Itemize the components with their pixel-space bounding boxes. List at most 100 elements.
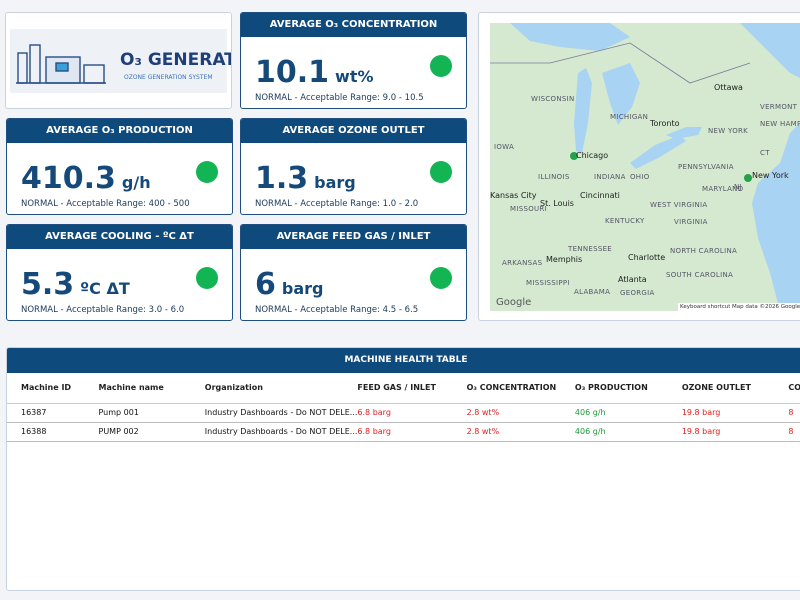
card-value: 10.1 wt% [255,55,374,90]
value: 6 [255,267,276,302]
map-label: ALABAMA [574,288,611,296]
lake-michigan [574,68,592,153]
card-title: AVERAGE COOLING - ºC ΔT [7,225,232,249]
table-cell: 8 [788,408,794,417]
map-label: INDIANA [594,173,626,181]
unit: wt% [335,67,374,86]
value: 10.1 [255,55,330,90]
map-label: VIRGINIA [674,218,708,226]
card-status: NORMAL - Acceptable Range: 400 - 500 [21,199,190,209]
column-header: Machine ID [21,383,72,393]
map-label: Ottawa [714,83,743,92]
status-dot [430,55,452,77]
lake-superior [510,23,630,51]
value: 1.3 [255,161,309,196]
card-value: 6 barg [255,267,323,302]
column-header: CO [788,383,800,393]
map-label: WEST VIRGINIA [650,201,708,209]
map-label: VERMONT [760,103,798,111]
map-label: PENNSYLVANIA [678,163,734,171]
table-row: 16388 PUMP 002 Industry Dashboards - Do NO… [7,422,800,441]
card-status: NORMAL - Acceptable Range: 4.5 - 6.5 [255,305,419,315]
column-header: Machine name [98,383,164,393]
map-art [490,23,800,311]
unit: ºC ΔT [80,279,130,298]
map-label: OHIO [630,173,650,181]
map-label: IOWA [494,143,515,151]
logo-panel: O₃ GENERATOR OZONE GENERATION SYSTEM [5,12,232,109]
table-panel: MACHINE HEALTH TABLE Machine ID Machine n… [6,347,800,591]
value: 410.3 [21,161,116,196]
table-cell: Pump 001 [98,408,139,417]
generator-icon [16,44,106,84]
card-title: AVERAGE O₃ PRODUCTION [7,119,232,143]
map-label: Kansas City [490,191,537,200]
card-status: NORMAL - Acceptable Range: 3.0 - 6.0 [21,305,185,315]
table-cell: 19.8 barg [681,427,721,436]
map-label: ILLINOIS [538,173,570,181]
map-shortcuts: Keyboard shortcuts [678,303,736,311]
map-label: MISSOURI [510,205,547,213]
map-label: MICHIGAN [610,113,649,121]
map-label: SOUTH CAROLINA [666,271,734,279]
table-cell: Industry Dashboards - Do NOT DELE... [204,408,358,417]
kpi-card: AVERAGE FEED GAS / INLET 6 barg NORMAL - Ac… [240,224,467,321]
unit: g/h [121,173,151,192]
map-label: Memphis [546,255,583,264]
card-status: NORMAL - Acceptable Range: 1.0 - 2.0 [255,199,419,209]
table-cell: 2.8 wt% [466,408,500,417]
table-cell: PUMP 002 [98,427,139,436]
column-header: OZONE OUTLET [681,383,751,393]
table-title: MACHINE HEALTH TABLE [7,348,800,373]
map-label: Toronto [650,119,680,128]
card-value: 1.3 barg [255,161,356,196]
card-title: AVERAGE O₃ CONCENTRATION [241,13,466,37]
card-title: AVERAGE OZONE OUTLET [241,119,466,143]
status-dot [196,161,218,183]
kpi-card: AVERAGE COOLING - ºC ΔT 5.3 ºC ΔT NORMAL - … [6,224,233,321]
column-header: FEED GAS / INLET [357,383,436,393]
column-header: O₃ CONCENTRATION [466,383,557,393]
table-cell: 406 g/h [574,427,606,436]
logo-title: O₃ GENERATOR [120,50,231,70]
table-cell: 6.8 barg [357,408,391,417]
pin-chicago [570,152,578,160]
pin-new-york [744,174,752,182]
table-cell: Industry Dashboards - Do NOT DELE... [204,427,358,436]
unit: barg [281,279,324,298]
table-cell: 16387 [21,408,47,417]
map-label: NJ [734,183,742,191]
card-title: AVERAGE FEED GAS / INLET [241,225,466,249]
map-label: Atlanta [618,275,647,284]
status-dot [430,161,452,183]
lake-ontario [666,127,702,139]
map-label: GEORGIA [620,289,655,297]
column-header: O₃ PRODUCTION [574,383,648,393]
logo-subtitle: OZONE GENERATION SYSTEM [124,74,213,81]
column-header: Organization [204,383,263,393]
map-label: Charlotte [628,253,666,262]
map-label: CT [760,149,770,157]
header-row: Machine ID Machine name Organization FEED G… [7,373,800,403]
kpi-card: AVERAGE OZONE OUTLET 1.3 barg NORMAL - Acce… [240,118,467,215]
map-label: Cincinnati [580,191,620,200]
map-label: NEW YORK [708,127,749,135]
map-label: Chicago [576,151,609,160]
status-dot [196,267,218,289]
logo-art: O₃ GENERATOR OZONE GENERATION SYSTEM [10,29,231,93]
card-status: NORMAL - Acceptable Range: 9.0 - 10.5 [255,93,424,103]
kpi-card: AVERAGE O₃ PRODUCTION 410.3 g/h NORMAL - Ac… [6,118,233,215]
unit: barg [314,173,356,192]
map-label: NORTH CAROLINA [670,247,738,255]
map-label: WISCONSIN [531,95,575,103]
map-logo: Google [496,297,532,308]
map-label: St. Louis [540,199,574,208]
border [490,42,751,84]
table-cell: 8 [788,427,794,436]
map-label: KENTUCKY [605,217,645,225]
card-value: 5.3 ºC ΔT [21,267,130,302]
table-cell: 6.8 barg [357,427,391,436]
map-label: NEW HAMPSHIRE [760,120,800,128]
map-label: MARYLAND [702,185,744,193]
map-panel: WISCONSIN MICHIGAN Ottawa Toronto NEW YORK VE… [478,12,800,321]
